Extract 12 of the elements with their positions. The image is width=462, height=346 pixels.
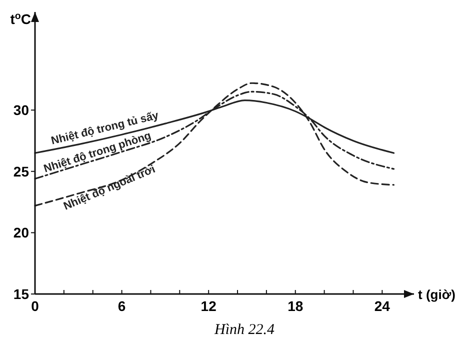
y-tick-label: 15: [13, 286, 30, 302]
x-tick-label: 18: [288, 298, 304, 314]
x-tick-label: 6: [118, 298, 126, 314]
x-axis-title: t (giờ): [418, 287, 456, 302]
y-tick-label: 20: [13, 224, 30, 241]
text: Hình 22.4: [214, 322, 275, 338]
y-tick-label: 25: [13, 163, 30, 180]
x-tick-label: 12: [200, 298, 217, 314]
y-tick-label: 30: [13, 102, 30, 118]
x-tick-label: 24: [374, 298, 390, 314]
y-axis-title: t$^{o}$C: [10, 10, 31, 27]
x-tick-label: 0: [31, 298, 40, 314]
